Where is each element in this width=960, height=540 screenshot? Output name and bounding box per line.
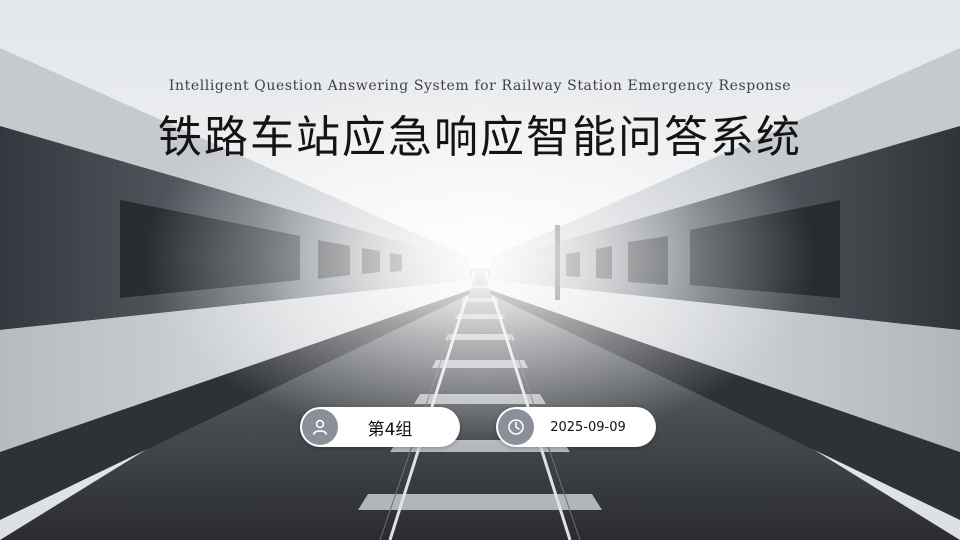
english-subtitle: Intelligent Question Answering System fo…: [168, 78, 792, 94]
user-icon: [302, 409, 338, 445]
group-badge: 第4组: [300, 407, 460, 447]
date-label: 2025-09-09: [550, 419, 626, 435]
page-title: 铁路车站应急响应智能问答系统: [158, 112, 802, 163]
date-badge: 2025-09-09: [496, 407, 656, 447]
clock-icon: [498, 409, 534, 445]
group-label: 第4组: [367, 419, 413, 440]
